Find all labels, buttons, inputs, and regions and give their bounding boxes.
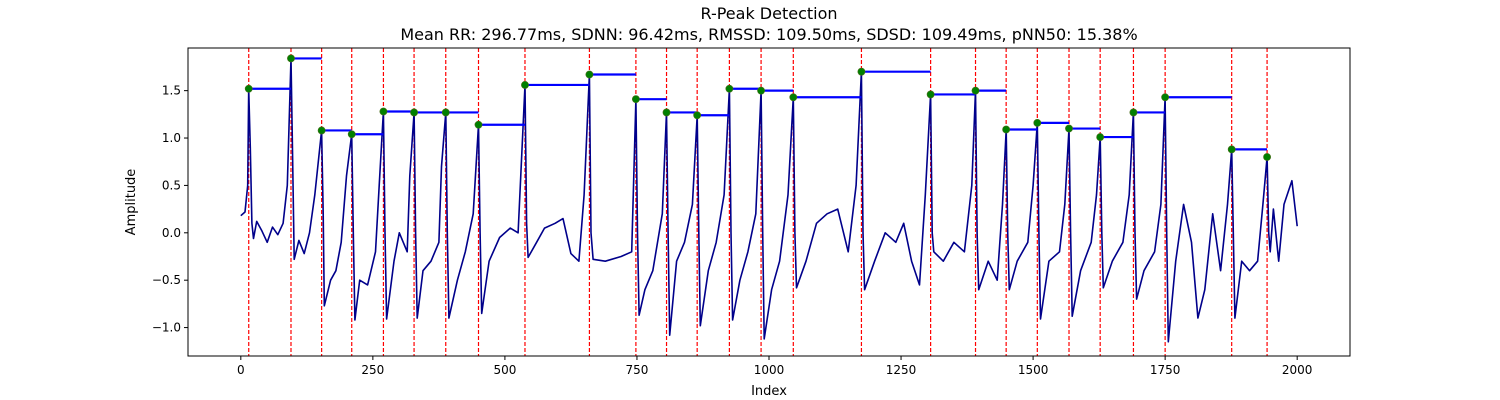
peak-marker-5 [410,108,418,117]
peak-marker-17 [926,90,935,99]
y-axis-label: Amplitude [124,169,139,236]
peak-marker-11 [662,108,671,117]
peak-marker-19 [1002,125,1011,134]
x-axis-label: Index [751,384,787,399]
rr-interval-lines [248,57,1268,151]
signal-layer [240,57,1298,343]
y-tick-label-0: −1.0 [152,321,181,335]
y-tick-label-2: 0.0 [162,226,181,240]
peak-marker-8 [521,81,529,89]
peak-vlines [248,48,1268,356]
peak-marker-15 [789,93,798,102]
peak-marker-18 [971,86,980,95]
peak-marker-12 [693,111,702,120]
peak-marker-25 [1227,145,1236,154]
x-axis-ticks: 0 250 500 750 1000 1250 1500 1750 2000 [237,356,1312,377]
peak-marker-24 [1161,93,1170,102]
peak-marker-14 [757,86,765,95]
peak-marker-16 [857,67,866,76]
peak-marker-6 [441,108,450,117]
x-tick-label-8: 2000 [1282,363,1313,377]
x-tick-label-3: 750 [626,363,649,377]
y-tick-label-5: 1.5 [162,84,181,98]
peak-marker-22 [1096,133,1105,141]
peak-marker-0 [244,84,253,93]
x-tick-label-0: 0 [237,363,245,377]
y-tick-label-1: −0.5 [152,273,181,287]
chart-subtitle: Mean RR: 296.77ms, SDNN: 96.42ms, RMSSD:… [400,25,1137,44]
peak-marker-26 [1263,153,1271,161]
y-tick-label-4: 1.0 [162,131,181,145]
y-axis-ticks: −1.0 −0.5 0.0 0.5 1.0 1.5 [152,84,188,335]
peak-marker-21 [1065,124,1073,133]
x-tick-label-7: 1750 [1150,363,1181,377]
peak-marker-9 [585,70,594,79]
x-tick-label-2: 500 [493,363,516,377]
y-tick-label-3: 0.5 [162,178,181,192]
peak-marker-10 [631,95,640,104]
peak-marker-23 [1129,108,1138,117]
peak-markers [244,54,1271,161]
x-tick-label-6: 1500 [1018,363,1049,377]
x-tick-label-4: 1000 [754,363,785,377]
peak-marker-20 [1033,118,1042,127]
peak-marker-7 [474,120,483,129]
peak-marker-3 [347,130,356,139]
peak-marker-4 [379,107,388,116]
chart-title: R-Peak Detection [700,4,837,23]
peak-marker-13 [725,84,734,93]
peak-marker-1 [287,54,295,63]
signal-line [240,57,1298,343]
x-tick-label-1: 250 [361,363,384,377]
x-tick-label-5: 1250 [886,363,917,377]
peak-marker-2 [317,126,326,135]
